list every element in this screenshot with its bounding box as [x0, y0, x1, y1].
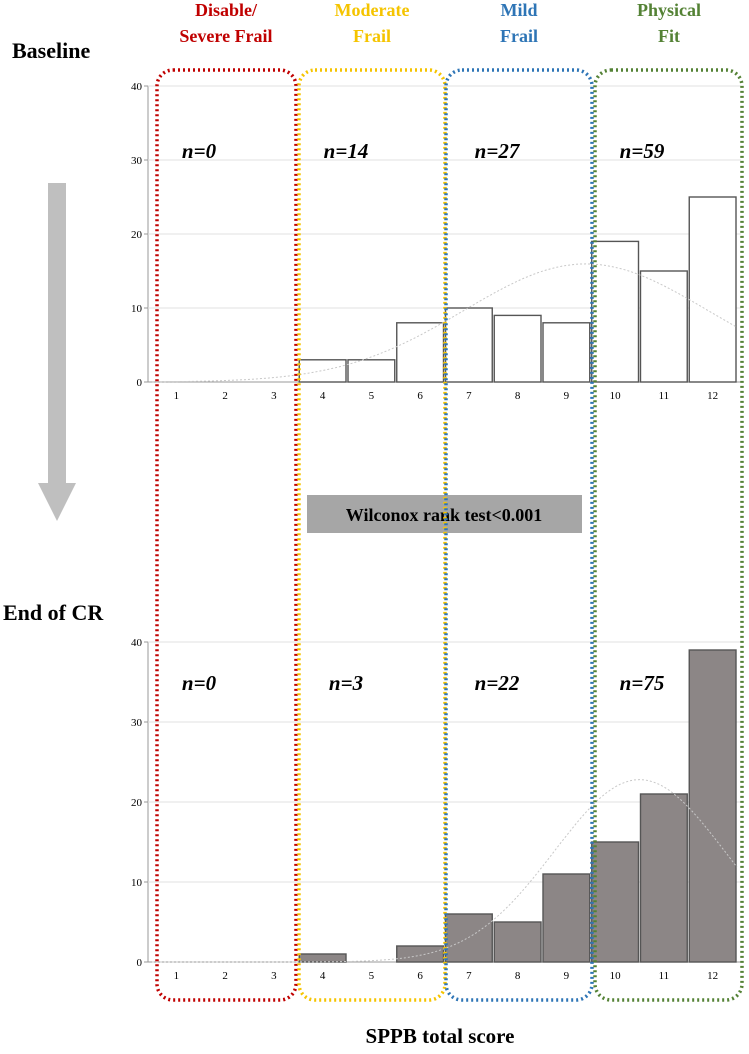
n-label: n=0 [182, 671, 217, 695]
end-x-ticks: 1 2 3 4 5 6 7 8 9 10 11 12 [174, 970, 719, 982]
y-tick-label: 30 [131, 155, 143, 167]
y-tick-label: 0 [137, 957, 143, 969]
n-label: n=0 [182, 139, 217, 163]
baseline-x-ticks: 1 2 3 4 5 6 7 8 9 10 11 12 [174, 390, 719, 402]
n-label: n=22 [475, 671, 520, 695]
bar-score-6 [396, 945, 445, 963]
baseline-normal-curve [152, 263, 738, 383]
y-tick-label: 30 [131, 717, 143, 729]
x-axis-label: SPPB total score [366, 1024, 515, 1048]
bar-score-8 [493, 314, 542, 383]
x-tick-label: 1 [174, 970, 180, 982]
bar-score-10 [591, 841, 640, 963]
test-result-label: Wilconox rank test<0.001 [346, 505, 542, 525]
n-label: n=27 [475, 139, 521, 163]
group-label-fit-line1: Physical [637, 0, 701, 20]
bar-score-6 [396, 322, 445, 383]
x-tick-label: 1 [174, 390, 180, 402]
end-n-labels: n=0 n=3 n=22 n=75 [182, 671, 664, 695]
x-tick-label: 5 [369, 970, 375, 982]
bar-score-4 [298, 359, 347, 383]
baseline-y-ticks: 0 10 20 30 40 [131, 81, 148, 389]
group-label-moderate-line2: Frail [353, 26, 391, 46]
x-tick-label: 10 [610, 390, 622, 402]
bar-score-8 [493, 921, 542, 963]
bar-score-10 [591, 240, 640, 383]
x-tick-label: 6 [417, 970, 423, 982]
x-tick-label: 6 [417, 390, 423, 402]
panel-label-baseline: Baseline [12, 38, 90, 63]
x-tick-label: 12 [707, 970, 718, 982]
bar-score-9 [542, 873, 591, 963]
group-label-disabled-line2: Severe Frail [179, 26, 272, 46]
y-tick-label: 10 [131, 877, 143, 889]
x-tick-label: 8 [515, 970, 521, 982]
bar-score-7 [444, 307, 493, 383]
group-label-moderate-line1: Moderate [335, 0, 410, 20]
x-tick-label: 5 [369, 390, 375, 402]
x-tick-label: 9 [564, 390, 570, 402]
y-tick-label: 0 [137, 377, 143, 389]
test-result-box: Wilconox rank test<0.001 [307, 495, 582, 533]
x-tick-label: 7 [466, 390, 472, 402]
box-moderate [297, 68, 447, 1002]
x-tick-label: 2 [222, 390, 228, 402]
x-tick-label: 10 [610, 970, 622, 982]
y-tick-label: 20 [131, 229, 143, 241]
bar-score-12 [688, 196, 737, 383]
bar-score-4 [298, 953, 347, 963]
box-fit [593, 68, 744, 1002]
bar-score-7 [444, 913, 493, 963]
group-label-disabled-line1: Disable/ [195, 0, 258, 20]
x-tick-label: 11 [659, 390, 670, 402]
n-label: n=59 [620, 139, 665, 163]
down-arrow-icon [38, 183, 76, 521]
n-label: n=3 [329, 671, 363, 695]
group-label-mild-line1: Mild [500, 0, 537, 20]
y-tick-label: 40 [131, 637, 143, 649]
x-tick-label: 12 [707, 390, 718, 402]
bar-score-11 [639, 793, 688, 963]
x-tick-label: 8 [515, 390, 521, 402]
bar-score-12 [688, 649, 737, 963]
baseline-n-labels: n=0 n=14 n=27 n=59 [182, 139, 665, 163]
end-y-ticks: 0 10 20 30 40 [131, 637, 148, 969]
bar-score-9 [542, 322, 591, 383]
group-label-fit-line2: Fit [658, 26, 680, 46]
y-tick-label: 20 [131, 797, 143, 809]
n-label: n=75 [620, 671, 665, 695]
x-tick-label: 9 [564, 970, 570, 982]
x-tick-label: 4 [320, 970, 326, 982]
baseline-bars [298, 196, 737, 383]
y-tick-label: 40 [131, 81, 143, 93]
group-label-mild-line2: Frail [500, 26, 538, 46]
category-boxes [155, 68, 744, 1002]
x-tick-label: 7 [466, 970, 472, 982]
x-tick-label: 11 [659, 970, 670, 982]
n-label: n=14 [324, 139, 369, 163]
x-tick-label: 4 [320, 390, 326, 402]
bar-score-11 [639, 270, 688, 383]
y-tick-label: 10 [131, 303, 143, 315]
panel-label-end: End of CR [3, 600, 104, 625]
x-tick-label: 3 [271, 970, 277, 982]
x-tick-label: 2 [222, 970, 228, 982]
group-labels: Disable/ Severe Frail Moderate Frail Mil… [179, 0, 701, 46]
end-bars [298, 649, 737, 963]
bar-score-5 [347, 359, 396, 383]
x-tick-label: 3 [271, 390, 277, 402]
box-disabled [155, 68, 298, 1002]
box-mild [444, 68, 594, 1002]
